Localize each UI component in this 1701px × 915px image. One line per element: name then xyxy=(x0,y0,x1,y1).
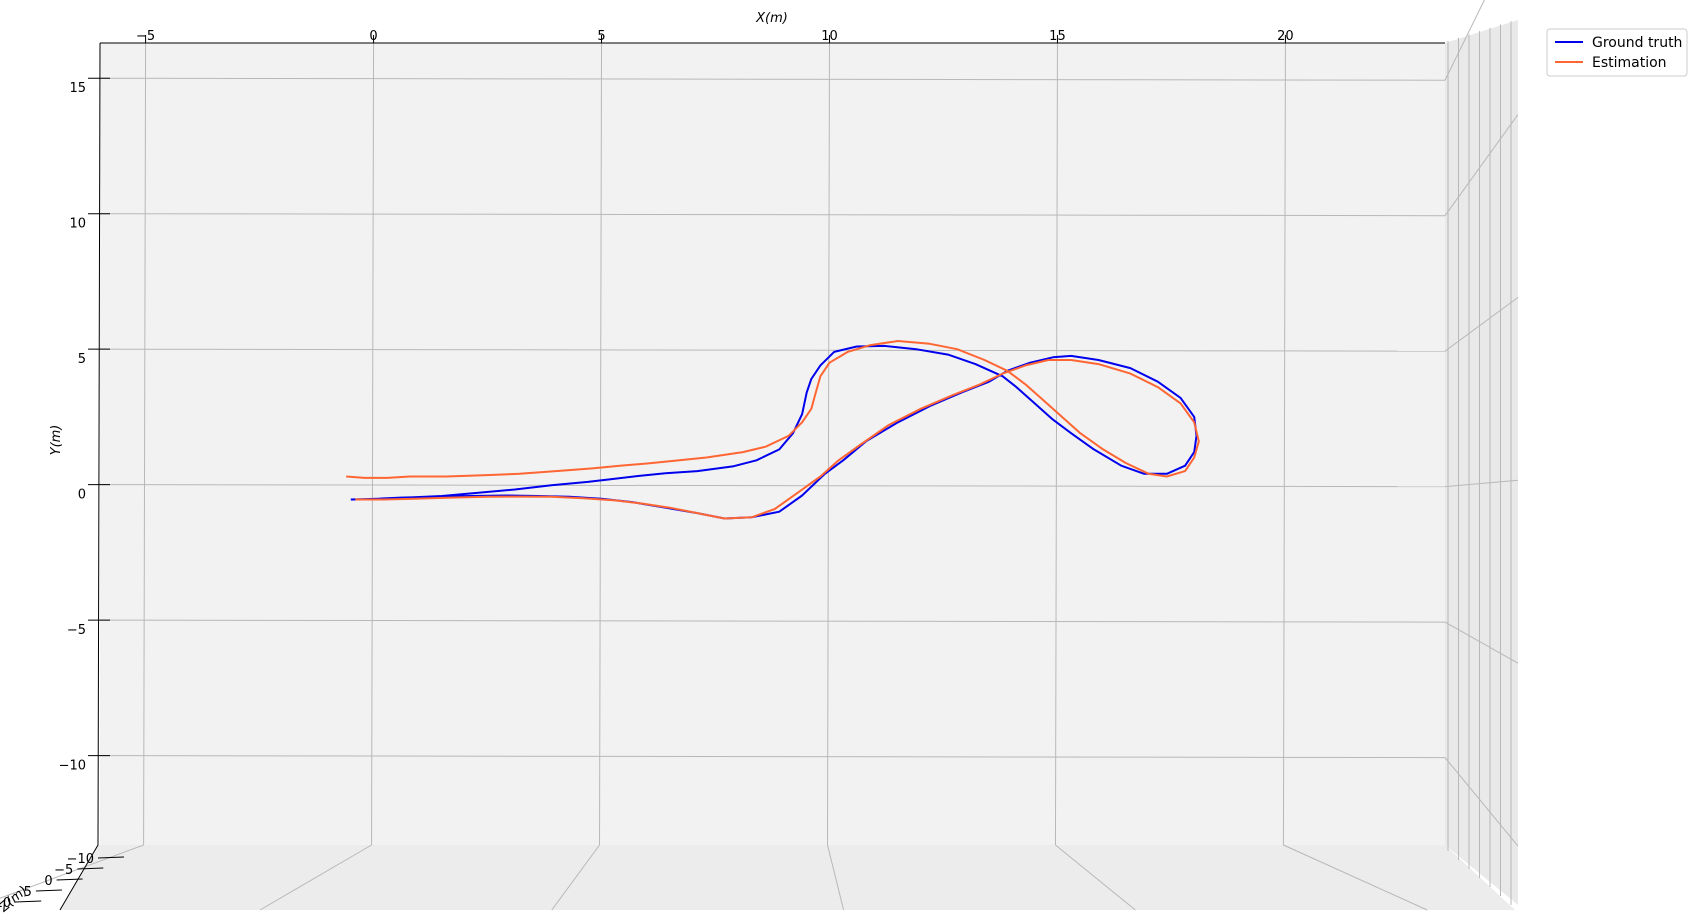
grid-line-y xyxy=(99,755,1446,759)
side-grid-line-y xyxy=(1444,479,1519,488)
grid-line-y xyxy=(99,77,1446,81)
y-tick-label: 5 xyxy=(78,352,86,367)
grid-line-x xyxy=(826,42,830,846)
grid-line-y xyxy=(99,348,1446,352)
y-tick-label: 0 xyxy=(78,488,86,503)
z-tick-label: 5 xyxy=(24,885,32,900)
legend-box xyxy=(1546,28,1688,77)
z-tick-mark xyxy=(97,856,125,859)
z-tick-label: −10 xyxy=(67,852,94,867)
legend-label-ground-truth: Ground truth xyxy=(1592,35,1682,51)
y-axis-line xyxy=(97,42,101,846)
x-tick-label: 20 xyxy=(1277,29,1294,44)
legend-label-estimation: Estimation xyxy=(1592,55,1667,71)
z-tick-label: 0 xyxy=(44,874,52,889)
grid-line-x xyxy=(599,42,603,846)
z-tick-mark xyxy=(77,867,104,870)
side-grid-line-y xyxy=(1444,296,1519,352)
x-tick-label: −5 xyxy=(136,29,155,44)
grid-line-x xyxy=(1054,42,1058,846)
x-tick-label: 0 xyxy=(369,29,377,44)
floor-grid-line-x xyxy=(1055,844,1136,911)
z-tick-mark xyxy=(56,878,83,881)
x-ticks: −5 0 5 10 15 20 xyxy=(136,29,1294,44)
x-axis-label: X(m) xyxy=(755,11,788,26)
grid-lines xyxy=(0,0,1519,911)
grid-line-y xyxy=(99,619,1446,623)
z-tick-mark xyxy=(15,900,42,903)
floor-pane xyxy=(60,845,1515,910)
y-axis-label: Y(m) xyxy=(49,425,64,456)
y-tick-label: −10 xyxy=(59,759,86,774)
floor-grid-line-x xyxy=(827,844,845,911)
y-tick-label: −5 xyxy=(67,623,86,638)
floor-grid-line-x xyxy=(551,844,600,911)
side-grid-line-y xyxy=(1444,0,1485,81)
side-pane xyxy=(1445,20,1518,905)
axis-frame xyxy=(59,42,1445,911)
grid-line-y xyxy=(99,484,1446,488)
floor-grid-line-x xyxy=(0,844,144,899)
x-tick-label: 5 xyxy=(597,29,605,44)
z-tick-mark xyxy=(35,889,62,892)
side-grid-line-y xyxy=(1444,621,1519,664)
z-tick-label: −5 xyxy=(54,863,73,878)
floor-grid-line-x xyxy=(259,844,372,911)
x-tick-label: 10 xyxy=(821,29,838,44)
z-axis-line xyxy=(59,844,99,911)
grid-line-x xyxy=(371,42,375,846)
y-tick-label: 15 xyxy=(69,81,86,96)
grid-line-x xyxy=(1282,42,1286,846)
series-line-estimation xyxy=(346,340,1200,520)
floor-grid-line-x xyxy=(1283,844,1428,911)
legend: Ground truth Estimation xyxy=(1546,28,1688,77)
z-ticks: −10−505 10 xyxy=(0,852,125,911)
y-tick-label: 10 xyxy=(69,217,86,232)
z-tick-label: 10 xyxy=(0,896,11,911)
side-grid-line-y xyxy=(1444,114,1519,216)
side-grid-line-y xyxy=(1444,757,1519,847)
grid-line-y xyxy=(99,213,1446,217)
series-lines xyxy=(346,340,1200,520)
y-ticks: −10 −5 0 5 10 15 xyxy=(59,77,110,774)
x-tick-label: 15 xyxy=(1049,29,1066,44)
grid-line-x xyxy=(143,42,147,846)
